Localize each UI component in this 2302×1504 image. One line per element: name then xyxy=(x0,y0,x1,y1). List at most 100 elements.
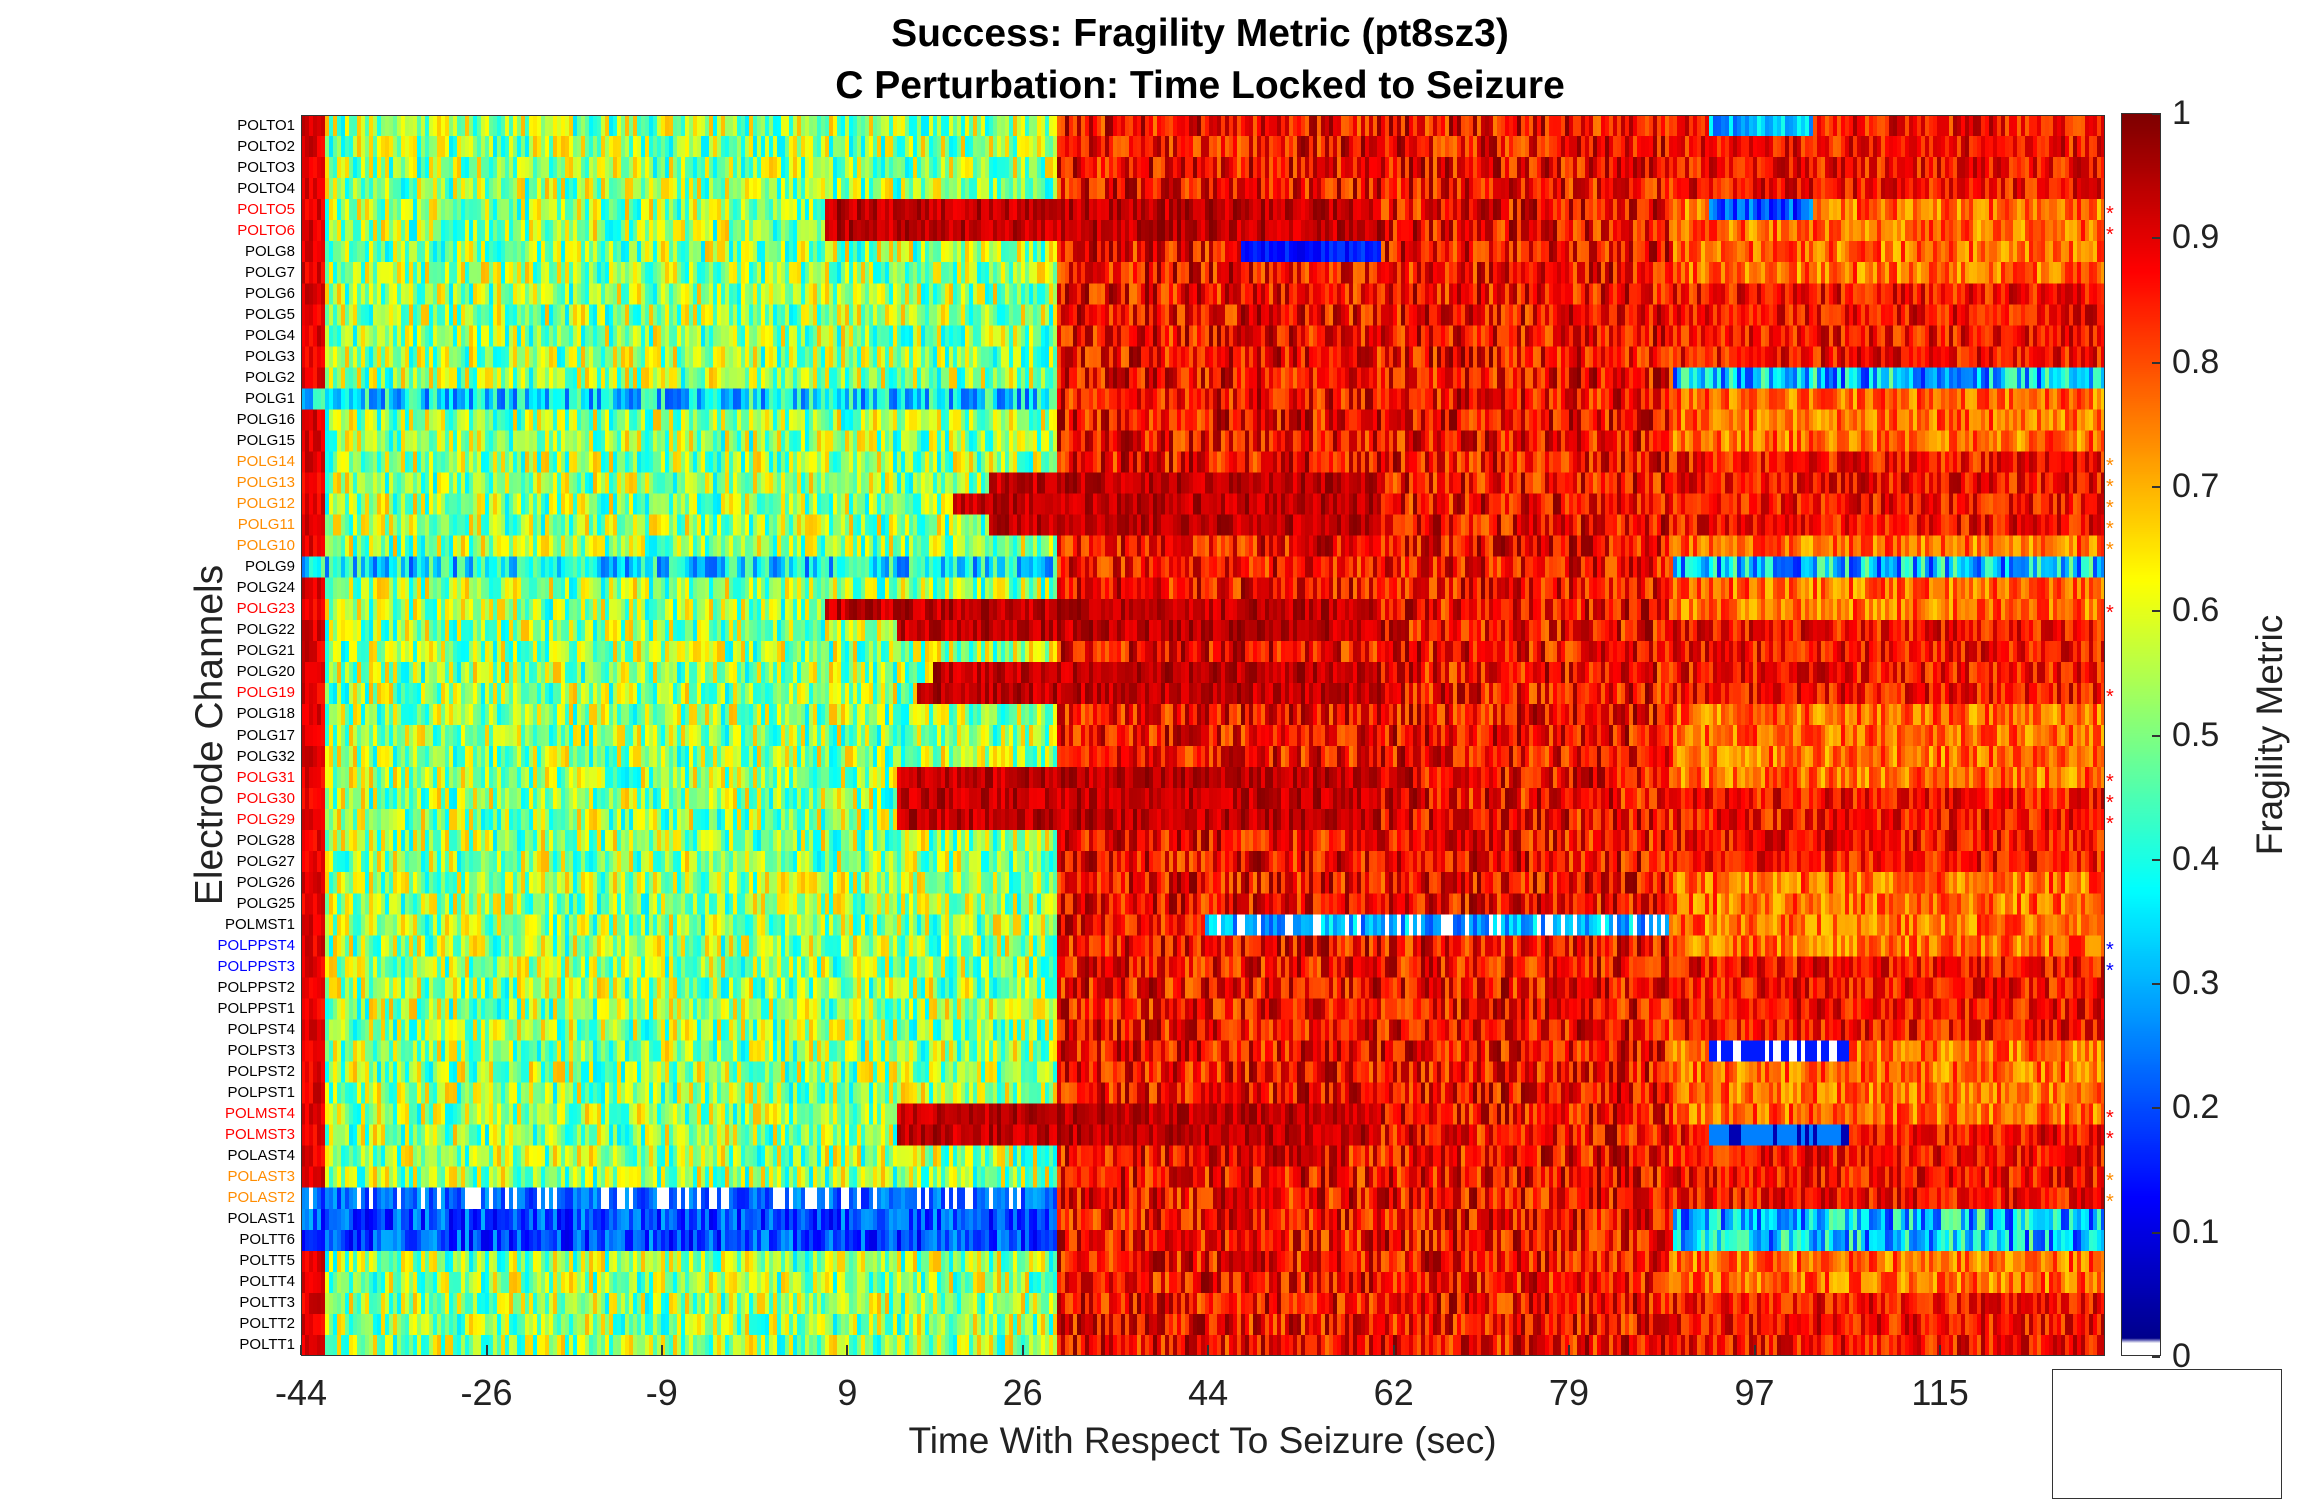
x-tick-label: 9 xyxy=(837,1372,858,1413)
channel-label: POLTO5 xyxy=(237,200,295,218)
channel-label: POLMST1 xyxy=(224,915,295,933)
colorbar-tick-label: 0.4 xyxy=(2172,839,2220,878)
channel-label: POLPST2 xyxy=(227,1063,295,1081)
channel-label: POLTO6 xyxy=(237,221,295,239)
y-axis-label: Electrode Channels xyxy=(188,564,231,906)
channel-label: POLG29 xyxy=(236,810,295,828)
colorbar-tick-mark xyxy=(2152,858,2160,861)
x-tick-label: 26 xyxy=(1002,1372,1043,1413)
channel-label: POLG13 xyxy=(236,474,295,492)
x-tick-mark xyxy=(485,1345,488,1355)
channel-label: POLG12 xyxy=(236,495,295,513)
channel-label: POLG22 xyxy=(236,621,295,639)
colorbar-tick-mark xyxy=(2152,610,2160,613)
channel-label: POLG19 xyxy=(236,684,295,702)
channel-label: POLG31 xyxy=(236,768,295,786)
chart-subtitle: C Perturbation: Time Locked to Seizure xyxy=(835,64,1565,107)
channel-label: POLG11 xyxy=(237,516,295,534)
channel-label: POLG27 xyxy=(236,852,295,870)
channel-label: POLTO2 xyxy=(237,137,295,155)
channel-marker: * xyxy=(2106,1128,2114,1151)
channel-label: POLG28 xyxy=(236,831,295,849)
channel-label: POLG2 xyxy=(244,368,295,386)
channel-marker: * xyxy=(2106,1191,2114,1214)
x-tick-label: 62 xyxy=(1373,1372,1414,1413)
x-tick-mark xyxy=(846,1345,849,1355)
channel-marker: * xyxy=(2106,455,2114,478)
x-tick-mark xyxy=(1567,1345,1570,1355)
x-tick-label: -9 xyxy=(645,1372,678,1413)
channel-label: POLPPST4 xyxy=(217,936,295,954)
channel-label: POLG30 xyxy=(236,789,295,807)
channel-marker: * xyxy=(2106,476,2114,499)
colorbar-tick-label: 0.1 xyxy=(2172,1212,2220,1251)
x-tick-mark xyxy=(1207,1345,1210,1355)
colorbar-tick-mark xyxy=(2152,1107,2160,1110)
colorbar-tick-mark xyxy=(2152,734,2160,737)
colorbar-label: Fragility Metric xyxy=(2249,614,2290,856)
channel-label: POLPPST3 xyxy=(217,957,295,975)
x-tick-mark xyxy=(1753,1345,1756,1355)
channel-label: POLG15 xyxy=(236,432,295,450)
channel-label: POLPPST1 xyxy=(217,999,295,1017)
channel-label: POLG1 xyxy=(244,389,295,407)
channel-marker: * xyxy=(2106,938,2114,961)
colorbar-tick-label: 0 xyxy=(2172,1337,2191,1375)
channel-label: POLG23 xyxy=(236,600,295,618)
channel-label: POLG10 xyxy=(236,537,295,555)
colorbar-tick-mark xyxy=(2152,1356,2160,1358)
x-tick-mark xyxy=(1021,1345,1024,1355)
x-tick-mark xyxy=(1939,1345,1942,1355)
channel-marker: * xyxy=(2106,812,2114,835)
channel-marker: * xyxy=(2106,791,2114,814)
colorbar-tick-label: 0.3 xyxy=(2172,964,2220,1003)
channel-label: POLPST1 xyxy=(227,1084,295,1102)
colorbar-tick-label: 0.9 xyxy=(2172,218,2220,257)
colorbar-tick-mark xyxy=(2152,1231,2160,1234)
channel-marker: * xyxy=(2106,1170,2114,1193)
channel-label: POLG25 xyxy=(236,894,295,912)
x-axis-label: Time With Respect To Seizure (sec) xyxy=(908,1420,1497,1461)
channel-label: POLTT5 xyxy=(239,1252,295,1270)
channel-marker: * xyxy=(2106,602,2114,625)
channel-marker: * xyxy=(2106,770,2114,793)
colorbar-tick-mark xyxy=(2152,113,2160,115)
channel-label: POLTT6 xyxy=(239,1231,295,1249)
channel-label: POLTO1 xyxy=(237,116,295,134)
colorbar-tick-mark xyxy=(2152,983,2160,986)
channel-marker: * xyxy=(2106,202,2114,225)
channel-label: POLTO3 xyxy=(237,158,295,176)
channel-label: POLG9 xyxy=(244,558,295,576)
channel-label: POLPST3 xyxy=(227,1042,295,1059)
x-tick-label: -26 xyxy=(460,1372,513,1413)
channel-label: POLG14 xyxy=(236,453,295,471)
colorbar-tick-mark xyxy=(2152,485,2160,488)
channel-label: POLAST3 xyxy=(227,1168,295,1186)
channel-label: POLAST2 xyxy=(227,1189,295,1207)
x-tick-mark xyxy=(300,1345,302,1355)
channel-label: POLG17 xyxy=(236,726,295,744)
channel-marker: * xyxy=(2106,518,2114,541)
colorbar-tick-label: 0.8 xyxy=(2172,342,2220,381)
channel-marker: * xyxy=(2106,497,2114,520)
channel-marker: * xyxy=(2106,223,2114,246)
channel-label: POLG21 xyxy=(236,642,295,660)
colorbar-tick-label: 0.6 xyxy=(2172,591,2220,630)
fragility-heatmap xyxy=(301,115,2105,1356)
channel-marker: * xyxy=(2106,959,2114,982)
channel-label: POLG16 xyxy=(236,410,295,428)
colorbar-tick-mark xyxy=(2152,237,2160,240)
colorbar-tick-label: 0.5 xyxy=(2172,715,2220,754)
channel-label: POLTO4 xyxy=(237,179,295,197)
channel-label: POLG32 xyxy=(236,747,295,765)
channel-label: POLG20 xyxy=(236,663,295,681)
chart-title: Success: Fragility Metric (pt8sz3) xyxy=(891,12,1509,55)
channel-label: POLTT1 xyxy=(239,1336,295,1354)
channel-label: POLAST4 xyxy=(227,1147,295,1165)
channel-label: POLMST4 xyxy=(224,1105,295,1123)
x-tick-label: 44 xyxy=(1188,1372,1229,1413)
channel-marker: * xyxy=(2106,1107,2114,1130)
x-tick-mark xyxy=(660,1345,663,1355)
channel-label: POLTT3 xyxy=(239,1294,295,1312)
